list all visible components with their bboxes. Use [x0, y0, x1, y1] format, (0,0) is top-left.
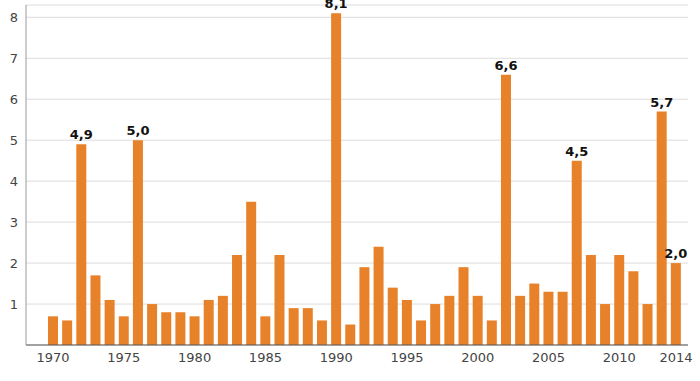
svg-text:5,7: 5,7 — [650, 95, 673, 110]
svg-text:8: 8 — [10, 10, 18, 25]
svg-text:1980: 1980 — [178, 350, 211, 365]
svg-text:2000: 2000 — [461, 350, 494, 365]
svg-text:1970: 1970 — [37, 350, 70, 365]
svg-text:2010: 2010 — [603, 350, 636, 365]
svg-text:1995: 1995 — [390, 350, 423, 365]
svg-text:1975: 1975 — [107, 350, 140, 365]
svg-text:2005: 2005 — [532, 350, 565, 365]
svg-text:5,0: 5,0 — [126, 123, 149, 138]
svg-text:7: 7 — [10, 51, 18, 66]
svg-text:2,0: 2,0 — [664, 246, 687, 261]
svg-text:4,5: 4,5 — [565, 144, 588, 159]
svg-text:6,6: 6,6 — [494, 58, 517, 73]
svg-text:8,1: 8,1 — [325, 0, 348, 11]
svg-text:4,9: 4,9 — [70, 127, 93, 142]
svg-text:2014: 2014 — [659, 350, 692, 365]
svg-text:5: 5 — [10, 133, 18, 148]
svg-text:1990: 1990 — [320, 350, 353, 365]
svg-text:3: 3 — [10, 215, 18, 230]
svg-text:4: 4 — [10, 174, 18, 189]
svg-text:2: 2 — [10, 256, 18, 271]
svg-text:1985: 1985 — [249, 350, 282, 365]
svg-text:6: 6 — [10, 92, 18, 107]
svg-text:1: 1 — [10, 297, 18, 312]
